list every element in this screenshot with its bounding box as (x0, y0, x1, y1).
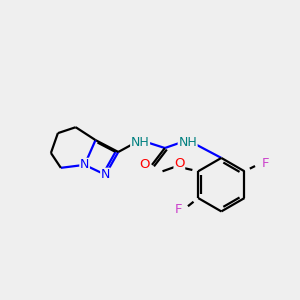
Text: O: O (139, 158, 149, 171)
Text: N: N (101, 168, 110, 181)
Text: NH: NH (131, 136, 149, 148)
Text: F: F (262, 157, 269, 170)
Text: F: F (175, 203, 182, 216)
Text: N: N (80, 158, 89, 171)
Text: O: O (174, 157, 184, 170)
Text: NH: NH (178, 136, 197, 148)
